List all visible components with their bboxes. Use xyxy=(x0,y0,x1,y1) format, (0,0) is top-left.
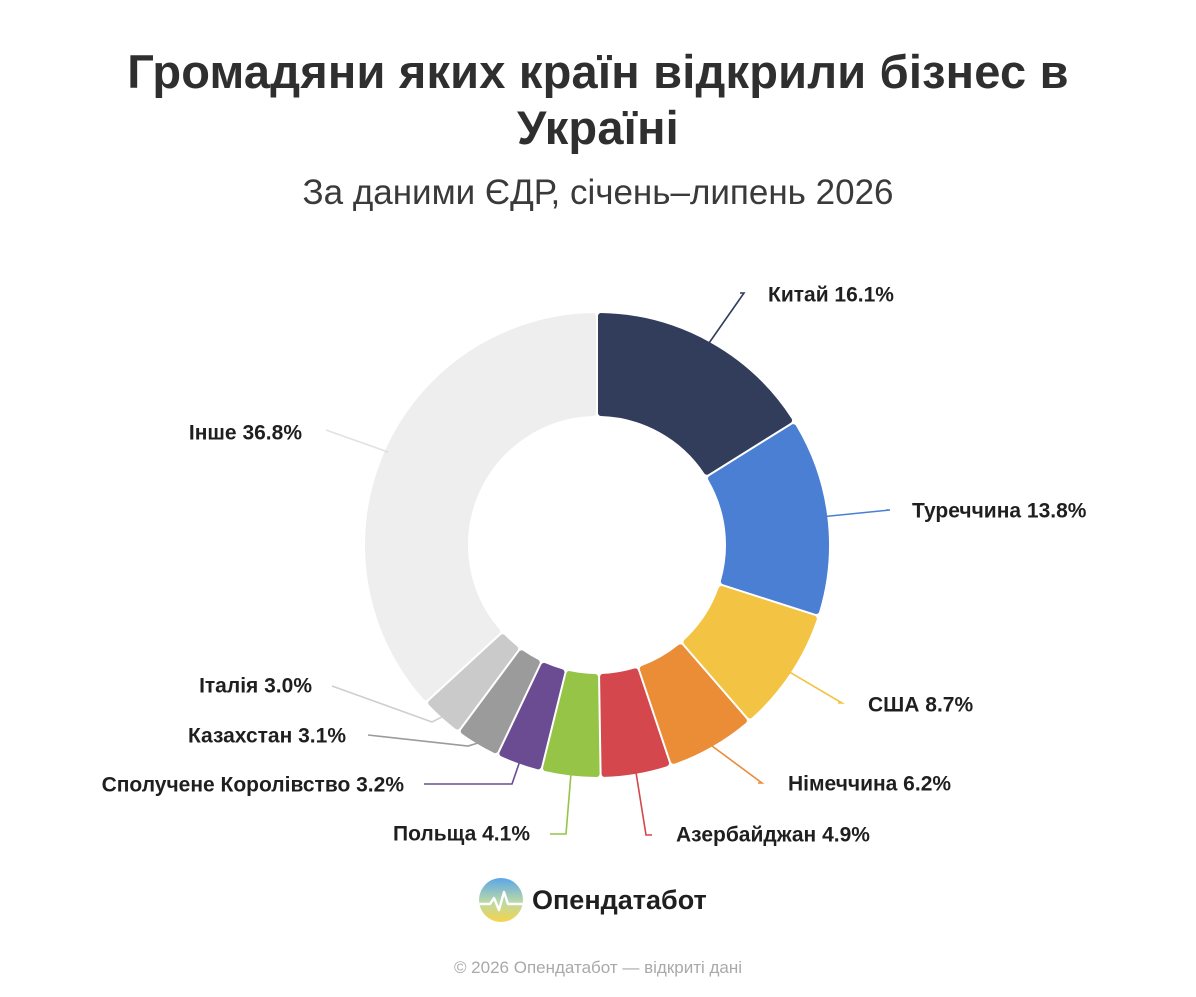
leader-line-1 xyxy=(708,292,746,344)
leader-line-10 xyxy=(325,429,389,453)
slice-labels: Китай 16.1% Туреччина 13.8% США 8.7% Німечч… xyxy=(102,284,1087,847)
leader-line-3 xyxy=(789,671,845,704)
opendatabot-logo-icon xyxy=(479,878,523,922)
leader-lines xyxy=(325,292,891,836)
leader-line-4 xyxy=(711,744,765,784)
slice-7 xyxy=(499,662,565,770)
slice-label-10: Інше 36.8% xyxy=(189,422,302,445)
slice-4 xyxy=(639,644,747,764)
slice-label-8: Казахстан 3.1% xyxy=(188,725,346,748)
slice-9 xyxy=(428,634,519,730)
leader-line-9 xyxy=(331,685,443,723)
chart-subtitle: За даними ЄДР, січень–липень 2026 xyxy=(302,173,894,212)
slice-label-2: Туреччина 13.8% xyxy=(912,500,1087,523)
leader-line-2 xyxy=(826,509,891,518)
leader-line-8 xyxy=(367,734,479,747)
leader-line-5 xyxy=(635,772,652,836)
donut-slices xyxy=(365,313,829,777)
slice-label-6: Польща 4.1% xyxy=(393,823,530,846)
chart-title: Громадяни яких країн відкрили бізнес в У… xyxy=(127,45,1069,154)
slice-label-7: Сполучене Королівство 3.2% xyxy=(102,774,405,797)
brand-name: Опендатабот xyxy=(532,885,707,915)
slice-1 xyxy=(597,313,793,475)
slice-6 xyxy=(542,671,600,777)
leader-line-6 xyxy=(550,774,572,835)
slice-label-5: Азербайджан 4.9% xyxy=(676,824,870,847)
slice-label-3: США 8.7% xyxy=(868,694,973,717)
slice-label-9: Італія 3.0% xyxy=(199,675,312,698)
slice-10 xyxy=(365,313,597,701)
leader-line-7 xyxy=(424,762,521,785)
slice-5 xyxy=(600,668,670,777)
brand: Опендатабот xyxy=(478,876,707,924)
slice-label-4: Німеччина 6.2% xyxy=(788,773,951,796)
slice-3 xyxy=(683,586,817,719)
footer-copyright: © 2026 Опендатабот — відкриті дані xyxy=(453,958,743,977)
slice-2 xyxy=(708,424,829,614)
slice-8 xyxy=(460,650,540,754)
slice-label-1: Китай 16.1% xyxy=(768,284,894,307)
